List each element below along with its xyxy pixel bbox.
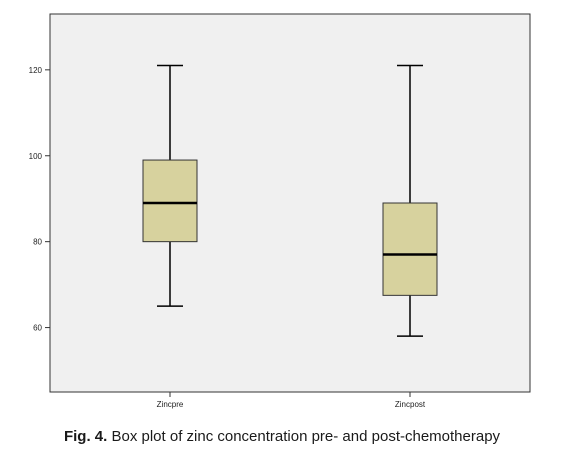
x-axis: Zincpre Zincpost bbox=[157, 392, 426, 409]
x-tick-label: Zincpre bbox=[157, 400, 184, 409]
figure-caption-text: Box plot of zinc concentration pre- and … bbox=[107, 428, 501, 445]
y-tick-label: 60 bbox=[33, 324, 42, 333]
iqr-box bbox=[382, 202, 438, 296]
figure-caption: Fig. 4. Box plot of zinc concentration p… bbox=[0, 428, 564, 445]
figure-caption-label: Fig. 4. bbox=[63, 428, 108, 445]
y-tick-label: 80 bbox=[33, 238, 42, 247]
box-zincpre bbox=[142, 64, 198, 307]
y-tick-label: 100 bbox=[29, 152, 43, 161]
plot-area bbox=[49, 13, 531, 393]
y-axis: 60 80 100 120 bbox=[29, 66, 50, 333]
boxes bbox=[142, 64, 438, 337]
iqr-box bbox=[142, 159, 198, 243]
y-tick-label: 120 bbox=[29, 66, 43, 75]
x-tick-label: Zincpost bbox=[395, 400, 426, 409]
box-zincpost bbox=[382, 64, 438, 337]
